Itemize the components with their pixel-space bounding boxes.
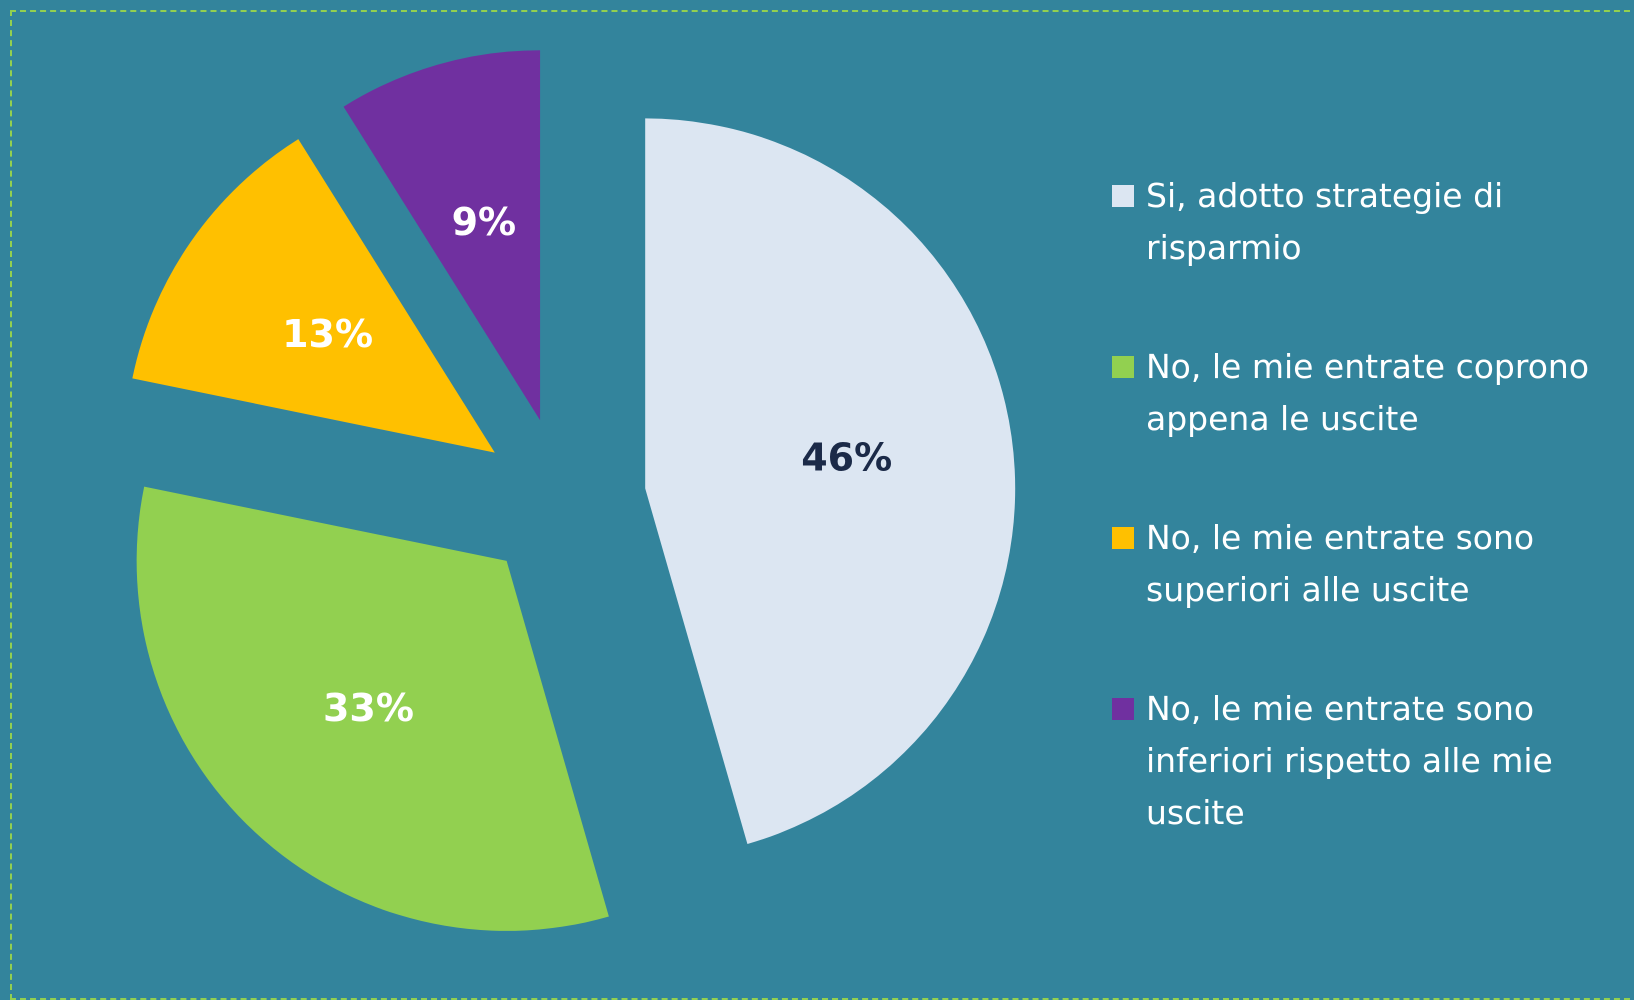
pie-slice [136,486,609,931]
pie-slice [645,118,1016,845]
legend-label: No, le mie entrate sono superiori alle u… [1146,518,1535,609]
slice-label: 13% [282,312,373,356]
legend-label: No, le mie entrate coprono appena le usc… [1146,347,1590,438]
legend-item: No, le mie entrate sono inferiori rispet… [1112,683,1632,839]
legend-item: No, le mie entrate sono superiori alle u… [1112,512,1632,616]
legend-label: No, le mie entrate sono inferiori rispet… [1146,689,1553,832]
pie-slice [343,50,541,421]
legend-swatch [1112,185,1134,207]
legend-label: Si, adotto strategie di risparmio [1146,176,1504,267]
legend-swatch [1112,356,1134,378]
legend-swatch [1112,698,1134,720]
slice-label: 9% [452,200,517,244]
pie-slice [132,139,495,453]
legend-swatch [1112,527,1134,549]
legend-item: No, le mie entrate coprono appena le usc… [1112,341,1632,445]
slice-label: 46% [801,436,892,480]
legend-item: Si, adotto strategie di risparmio [1112,170,1632,274]
slice-label: 33% [323,686,414,730]
